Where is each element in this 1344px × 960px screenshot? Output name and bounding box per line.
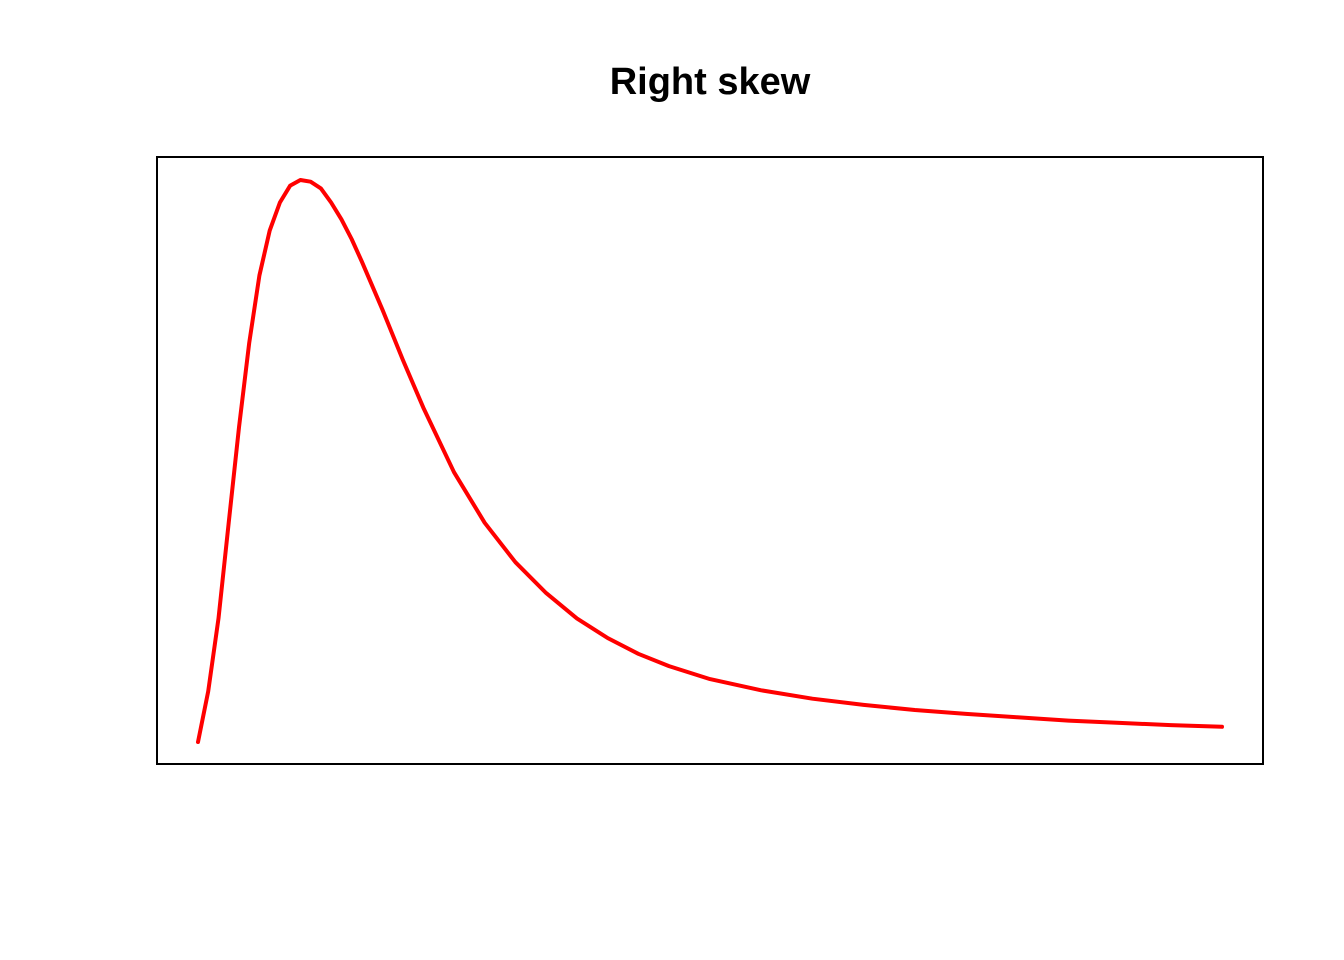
plot-box xyxy=(156,156,1264,765)
series-line-0 xyxy=(196,178,1224,744)
series-layer xyxy=(196,178,1224,744)
chart-title: Right skew xyxy=(610,61,811,103)
